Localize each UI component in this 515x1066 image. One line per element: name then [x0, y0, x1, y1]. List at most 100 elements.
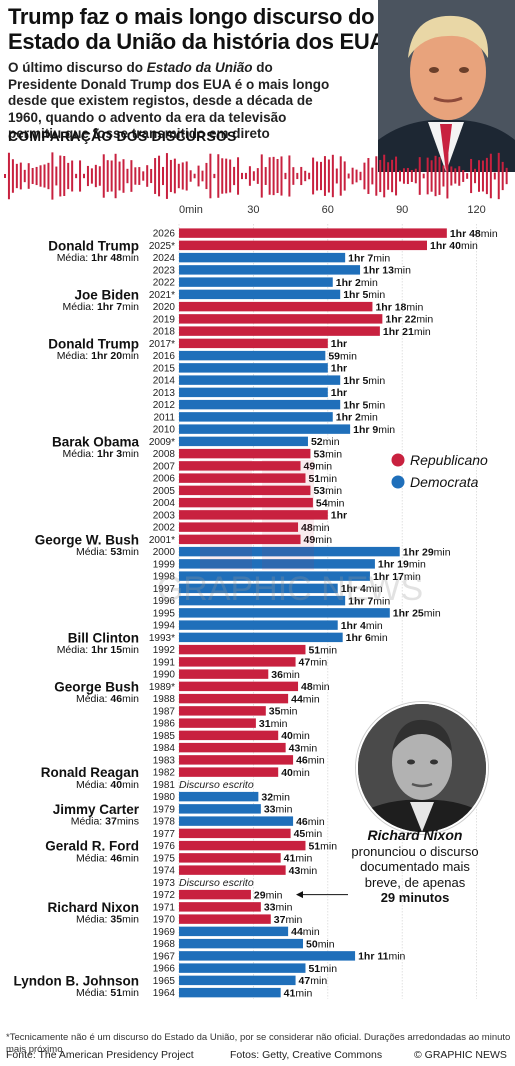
- waveform-bar: [11, 159, 14, 193]
- bar-value-label: 59min: [328, 350, 357, 362]
- president-name: George Bush: [54, 679, 139, 694]
- waveform-bar: [94, 164, 97, 188]
- waveform-bar: [466, 173, 469, 179]
- bar: [179, 448, 311, 459]
- waveform-bar: [335, 168, 338, 184]
- president-name: Richard Nixon: [47, 900, 139, 915]
- nixon-annotation-name: Richard Nixon: [367, 827, 463, 843]
- bar: [179, 314, 383, 324]
- waveform-bar: [154, 158, 157, 194]
- president-name: Donald Trump: [48, 336, 139, 351]
- bar-value-label: 1hr 2min: [336, 412, 378, 424]
- source-credit: Fonte: The American Presidency Project: [6, 1049, 194, 1061]
- bar: [179, 522, 299, 532]
- bar-value-label: 1hr 29min: [403, 546, 451, 558]
- bar-value-label: 31min: [259, 718, 288, 730]
- bar-value-label: 1hr 48min: [450, 228, 498, 240]
- waveform-bar: [410, 170, 413, 182]
- waveform-bar: [474, 168, 477, 184]
- waveform-bar: [478, 160, 480, 192]
- bar: [179, 375, 341, 385]
- waveform-bar: [35, 166, 38, 186]
- bar-chart: 2026 1hr 48min 2025* 1hr 40min 2024 1hr 7min 2…: [14, 224, 498, 999]
- bar-value-label: 44min: [291, 693, 320, 705]
- year-label: 2016: [153, 351, 176, 362]
- year-label: 2021*: [149, 290, 175, 301]
- year-label: 2007: [153, 461, 176, 472]
- bar: [179, 387, 328, 398]
- waveform-bar: [63, 156, 66, 196]
- year-label: 1975: [153, 853, 176, 864]
- president-average: Média: 40min: [76, 779, 139, 791]
- waveform-bar: [86, 165, 89, 187]
- year-label: 1969: [153, 927, 176, 938]
- waveform-bar: [67, 162, 70, 190]
- subtitle-part-0: O último discurso do: [8, 60, 147, 75]
- president-average: Média: 1hr 20min: [57, 350, 139, 362]
- year-label: 1987: [153, 706, 176, 717]
- president-name: Barak Obama: [52, 434, 140, 449]
- bar: [179, 510, 328, 520]
- waveform-bar: [233, 166, 236, 186]
- year-label: 2004: [153, 498, 176, 509]
- waveform-bar: [256, 168, 259, 184]
- waveform-bar: [304, 170, 307, 182]
- footnote: *Tecnicamente não é um discurso do Estad…: [6, 1032, 511, 1055]
- year-label: 1991: [153, 657, 176, 668]
- year-label: 1988: [153, 694, 176, 705]
- president-name: Jimmy Carter: [53, 802, 140, 817]
- waveform-bar: [363, 162, 366, 190]
- president-average: Média: 46min: [76, 852, 139, 864]
- bar-value-label: 53min: [313, 448, 342, 460]
- bar: [179, 228, 447, 238]
- bar-value-label: 1hr 11min: [358, 951, 405, 963]
- bar: [179, 755, 294, 765]
- bar-value-label: 49min: [304, 461, 333, 473]
- waveform-bar: [339, 156, 342, 196]
- waveform-bar: [430, 160, 433, 192]
- bar-value-label: 1hr 40min: [430, 240, 478, 252]
- year-label: 2018: [153, 327, 176, 338]
- year-label: 1997: [153, 584, 176, 595]
- bar: [179, 620, 338, 630]
- waveform-bar: [308, 172, 311, 180]
- president-average: Média: 1hr 3min: [63, 448, 140, 460]
- waveform-bar: [438, 157, 441, 195]
- section-title: COMPARAÇÃO DOS DISCURSOS: [8, 128, 237, 144]
- bar: [179, 951, 356, 961]
- bar: [179, 571, 370, 581]
- bar-value-label: 54min: [316, 497, 345, 509]
- bar: [179, 706, 266, 716]
- bar-value-label: 44min: [291, 926, 320, 938]
- year-label: 1982: [153, 768, 176, 779]
- president-name: Gerald R. Ford: [45, 839, 139, 854]
- president-average: Média: 51min: [76, 987, 139, 999]
- bar-value-label: 1hr: [331, 363, 347, 375]
- waveform-bar: [320, 161, 322, 191]
- bar-value-label: 50min: [306, 938, 335, 950]
- waveform-bar: [252, 171, 255, 181]
- year-label: 2003: [153, 510, 176, 521]
- year-label: 1985: [153, 731, 176, 742]
- waveform-bar: [355, 169, 358, 183]
- bar: [179, 975, 296, 986]
- year-label: 2019: [153, 314, 176, 325]
- year-label: 1992: [153, 645, 176, 656]
- year-label: 2017*: [149, 339, 175, 350]
- president-name: Ronald Reagan: [41, 765, 139, 780]
- waveform-bar: [260, 154, 263, 198]
- bar-value-label: 1hr 21min: [383, 326, 431, 338]
- waveform-bar: [90, 168, 93, 184]
- waveform-bar: [244, 172, 247, 180]
- x-tick-label: 30: [247, 204, 259, 216]
- waveform-bar: [395, 156, 398, 196]
- bar: [179, 693, 289, 704]
- nixon-annotation-text: pronunciou o discurso documentado mais b…: [351, 843, 479, 890]
- copyright: © GRAPHIC NEWS: [414, 1049, 507, 1061]
- waveform-bar: [402, 168, 405, 184]
- bar-value-label: 1hr 17min: [373, 571, 421, 583]
- bar: [179, 485, 311, 496]
- waveform-bar: [264, 167, 267, 185]
- year-label: 2026: [153, 229, 176, 240]
- bar: [179, 436, 308, 447]
